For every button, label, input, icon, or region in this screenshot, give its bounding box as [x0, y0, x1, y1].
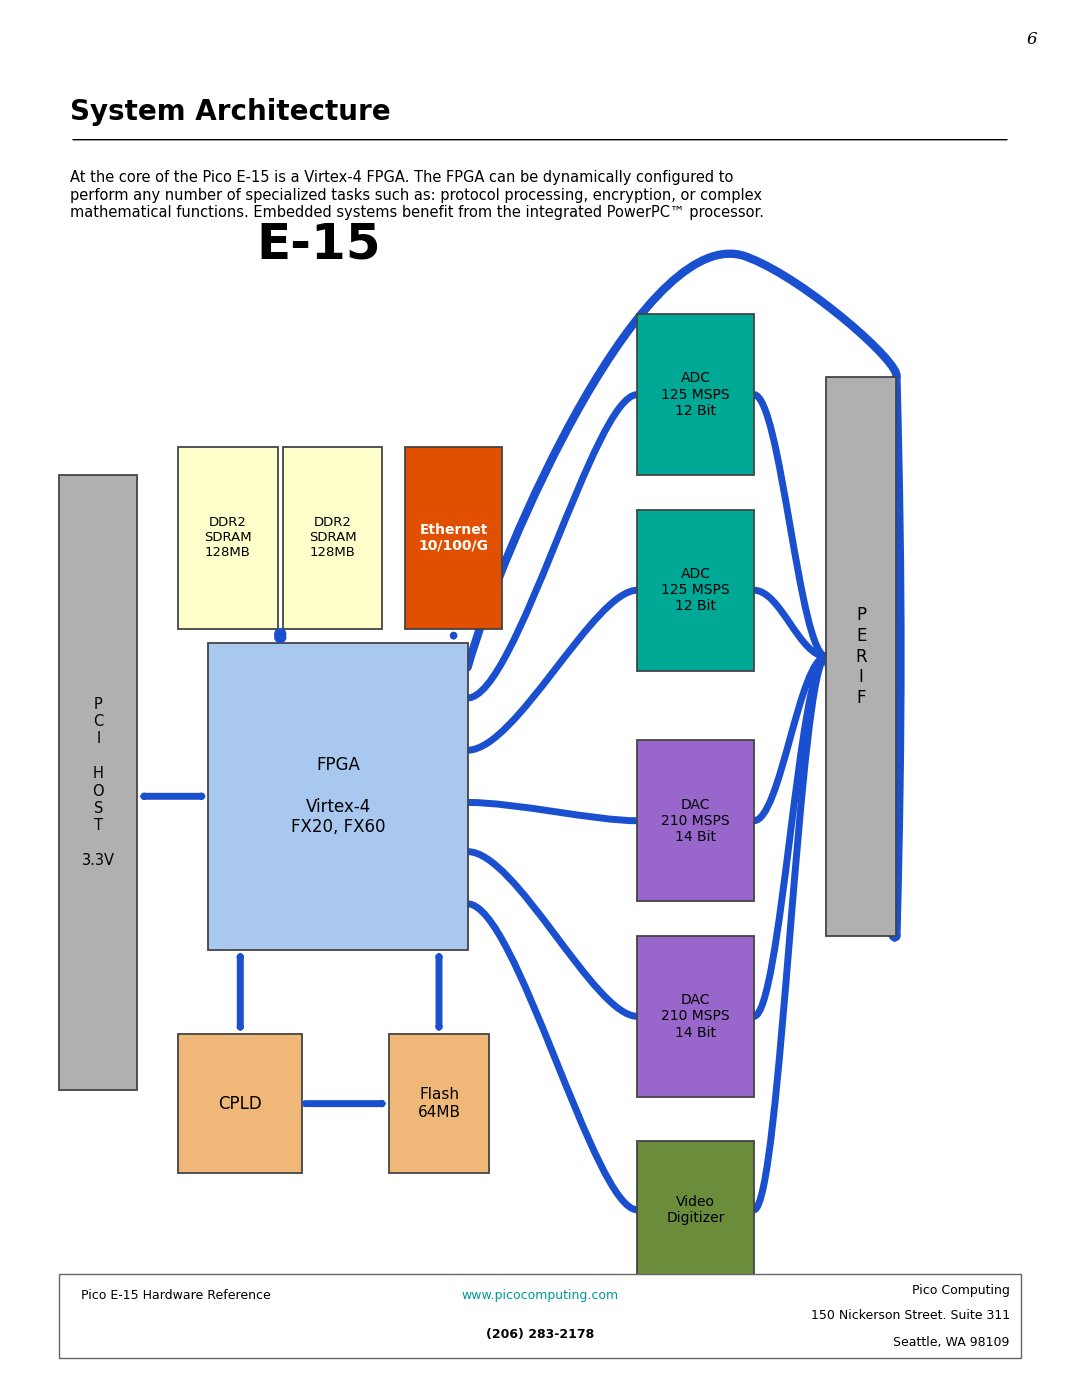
- FancyBboxPatch shape: [59, 475, 137, 1090]
- Text: DDR2
SDRAM
128MB: DDR2 SDRAM 128MB: [309, 517, 356, 559]
- Text: DDR2
SDRAM
128MB: DDR2 SDRAM 128MB: [204, 517, 252, 559]
- FancyBboxPatch shape: [178, 1034, 302, 1173]
- FancyBboxPatch shape: [208, 643, 468, 950]
- Text: Flash
64MB: Flash 64MB: [418, 1087, 460, 1120]
- Text: 150 Nickerson Street. Suite 311: 150 Nickerson Street. Suite 311: [811, 1309, 1010, 1323]
- FancyBboxPatch shape: [637, 740, 754, 901]
- Text: ADC
125 MSPS
12 Bit: ADC 125 MSPS 12 Bit: [661, 372, 730, 418]
- Text: At the core of the Pico E-15 is a Virtex-4 FPGA. The FPGA can be dynamically con: At the core of the Pico E-15 is a Virtex…: [70, 170, 765, 221]
- FancyBboxPatch shape: [637, 1141, 754, 1278]
- Text: Pico Computing: Pico Computing: [912, 1284, 1010, 1298]
- Text: Video
Digitizer: Video Digitizer: [666, 1194, 725, 1225]
- Text: System Architecture: System Architecture: [70, 98, 391, 126]
- FancyBboxPatch shape: [389, 1034, 489, 1173]
- Text: DAC
210 MSPS
14 Bit: DAC 210 MSPS 14 Bit: [661, 798, 730, 844]
- Text: E-15: E-15: [256, 221, 381, 268]
- FancyBboxPatch shape: [405, 447, 502, 629]
- Text: www.picocomputing.com: www.picocomputing.com: [461, 1288, 619, 1302]
- FancyBboxPatch shape: [826, 377, 896, 936]
- FancyBboxPatch shape: [637, 314, 754, 475]
- Text: Seattle, WA 98109: Seattle, WA 98109: [893, 1337, 1010, 1350]
- Text: FPGA

Virtex-4
FX20, FX60: FPGA Virtex-4 FX20, FX60: [291, 756, 386, 837]
- FancyBboxPatch shape: [637, 510, 754, 671]
- FancyBboxPatch shape: [178, 447, 278, 629]
- Text: ADC
125 MSPS
12 Bit: ADC 125 MSPS 12 Bit: [661, 567, 730, 613]
- FancyBboxPatch shape: [637, 936, 754, 1097]
- Text: (206) 283-2178: (206) 283-2178: [486, 1329, 594, 1341]
- Text: Ethernet
10/100/G: Ethernet 10/100/G: [419, 522, 488, 553]
- Text: Pico E-15 Hardware Reference: Pico E-15 Hardware Reference: [81, 1288, 271, 1302]
- Text: P
C
I

H
O
S
T

3.3V: P C I H O S T 3.3V: [82, 697, 114, 868]
- FancyBboxPatch shape: [59, 1274, 1021, 1358]
- Text: CPLD: CPLD: [218, 1095, 262, 1112]
- FancyBboxPatch shape: [283, 447, 382, 629]
- Text: DAC
210 MSPS
14 Bit: DAC 210 MSPS 14 Bit: [661, 993, 730, 1039]
- Text: 6: 6: [1026, 31, 1037, 47]
- Text: P
E
R
I
F: P E R I F: [855, 606, 867, 707]
